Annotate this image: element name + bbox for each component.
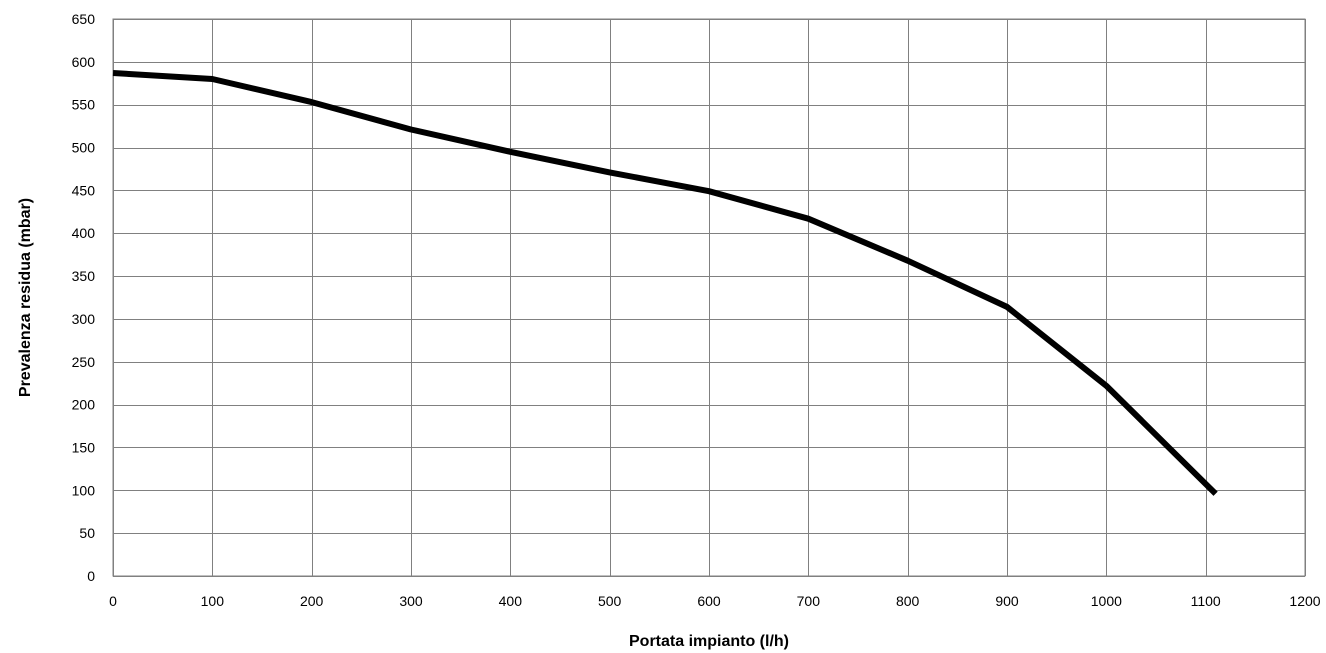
- y-tick-label: 350: [72, 268, 96, 284]
- y-tick-label: 200: [72, 397, 96, 413]
- y-tick-label: 0: [87, 568, 95, 584]
- x-tick-label: 200: [300, 593, 324, 609]
- y-tick-label: 650: [72, 11, 96, 27]
- y-tick-label: 450: [72, 182, 96, 198]
- x-tick-label: 300: [399, 593, 423, 609]
- x-tick-label: 1200: [1289, 593, 1320, 609]
- x-axis-title: Portata impianto (l/h): [629, 633, 789, 650]
- x-tick-label: 1000: [1091, 593, 1122, 609]
- y-tick-label: 300: [72, 311, 96, 327]
- y-tick-label: 550: [72, 97, 96, 113]
- x-axis-ticks: 0 100 200 300 400 500 600 700 800 900 1000 1100 1200: [109, 593, 1321, 609]
- y-axis-title: Prevalenza residua (mbar): [17, 198, 34, 397]
- x-tick-label: 700: [797, 593, 821, 609]
- x-tick-label: 1100: [1191, 593, 1221, 609]
- y-tick-label: 600: [72, 54, 96, 70]
- y-tick-label: 100: [72, 482, 96, 498]
- grid: [113, 19, 1306, 577]
- x-tick-label: 900: [995, 593, 1019, 609]
- x-tick-label: 500: [598, 593, 622, 609]
- plot-area-frame: [112, 18, 1306, 577]
- series-group: [112, 70, 1218, 496]
- x-tick-label: 600: [697, 593, 721, 609]
- y-axis-ticks: 0 50 100 150 200 250 300 350 400 450 500 550 600 650: [72, 11, 96, 584]
- series-line-1: [112, 70, 1218, 496]
- x-tick-label: 400: [499, 593, 523, 609]
- y-tick-label: 250: [72, 354, 96, 370]
- x-tick-label: 0: [109, 593, 117, 609]
- y-tick-label: 50: [79, 525, 95, 541]
- x-tick-label: 800: [896, 593, 920, 609]
- y-tick-label: 500: [72, 140, 96, 156]
- y-tick-label: 150: [72, 439, 96, 455]
- x-tick-label: 100: [201, 593, 225, 609]
- y-tick-label: 400: [72, 225, 96, 241]
